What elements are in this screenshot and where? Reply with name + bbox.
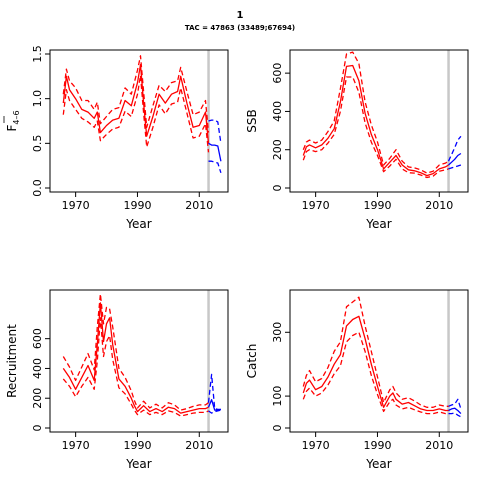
y-tick-label: 0 (271, 185, 284, 192)
x-axis-title: Year (125, 217, 151, 231)
y-tick-label: 0.5 (31, 135, 44, 153)
series-forecast-dashed-5 (448, 164, 462, 170)
series-estimate-dashed-2 (62, 317, 209, 417)
y-axis-title: Catch (245, 344, 259, 379)
x-tick-label: 1990 (363, 439, 391, 452)
y-tick-label: 600 (31, 328, 44, 349)
series-estimate-dashed-2 (302, 76, 449, 179)
series-estimate-solid-0 (302, 315, 449, 412)
series-estimate-solid-0 (62, 64, 210, 144)
series-estimate-solid-0 (302, 64, 449, 177)
figure-title: 1 (236, 10, 244, 21)
figure-subtitle: TAC = 47863 (33489;67694) (184, 24, 296, 32)
series-forecast-dashed-4 (207, 373, 221, 411)
plot-frame (49, 289, 229, 433)
series-estimate-dashed-2 (62, 74, 210, 153)
y-axis-title: SSB (245, 109, 259, 132)
x-tick-label: 2010 (425, 199, 453, 212)
y-tick-label: 1.0 (31, 90, 44, 108)
series-estimate-dashed-1 (62, 293, 209, 411)
series-estimate-dashed-2 (302, 331, 449, 415)
series-forecast-dashed-5 (208, 409, 222, 414)
x-tick-label: 1970 (302, 199, 330, 212)
x-tick-label: 2010 (185, 199, 213, 212)
x-tick-label: 1970 (302, 439, 330, 452)
x-axis-title: Year (365, 457, 391, 471)
y-tick-label: 300 (271, 322, 284, 343)
x-tick-label: 1990 (363, 199, 391, 212)
series-estimate-dashed-1 (302, 51, 449, 174)
y-tick-label: 100 (271, 386, 284, 407)
series-forecast-dashed-5 (208, 160, 222, 173)
y-axis-title: F4–6 (5, 110, 21, 131)
y-axis-title: Recruitment (5, 324, 19, 398)
series-forecast-dashed-5 (448, 412, 462, 418)
y-tick-label: 200 (271, 139, 284, 160)
f-panel: 1970 1990 2010 0.0 0.5 1.0 1.5 Year F4–6 (3, 45, 229, 231)
x-axis-title: Year (365, 217, 391, 231)
y-tick-label: 0 (31, 425, 44, 432)
series-forecast-solid-3 (448, 407, 462, 415)
series-estimate-dashed-1 (62, 55, 210, 133)
x-tick-label: 1990 (123, 199, 151, 212)
y-tick-label: 0 (271, 425, 284, 432)
ssb-panel: 1970 1990 2010 0 200 400 600 Year SSB (245, 49, 469, 231)
y-tick-label: 1.5 (31, 45, 44, 63)
catch-panel: 1970 1990 2010 0 100 300 Year Catch (245, 289, 469, 471)
recruitment-panel: 1970 1990 2010 0 200 400 600 Year Recruitment (5, 289, 229, 471)
y-tick-label: 0.0 (31, 179, 44, 197)
y-tick-label: 400 (271, 101, 284, 122)
series-forecast-dashed-4 (448, 398, 462, 410)
x-tick-label: 2010 (425, 439, 453, 452)
x-tick-label: 1990 (123, 439, 151, 452)
plot-frame (289, 289, 469, 433)
series-forecast-dashed-4 (447, 135, 462, 162)
series-estimate-dashed-1 (302, 296, 449, 408)
plot-frame (49, 49, 229, 193)
y-tick-label: 600 (271, 63, 284, 84)
x-tick-label: 2010 (185, 439, 213, 452)
series-forecast-solid-3 (448, 152, 462, 166)
x-tick-label: 1970 (62, 199, 90, 212)
plot-frame (289, 49, 469, 193)
y-tick-label: 200 (31, 388, 44, 409)
series-forecast-solid-3 (208, 142, 222, 162)
x-axis-title: Year (125, 457, 151, 471)
series-estimate-solid-0 (62, 302, 209, 414)
series-forecast-dashed-4 (208, 119, 222, 144)
y-tick-label: 400 (31, 358, 44, 379)
x-tick-label: 1970 (62, 439, 90, 452)
